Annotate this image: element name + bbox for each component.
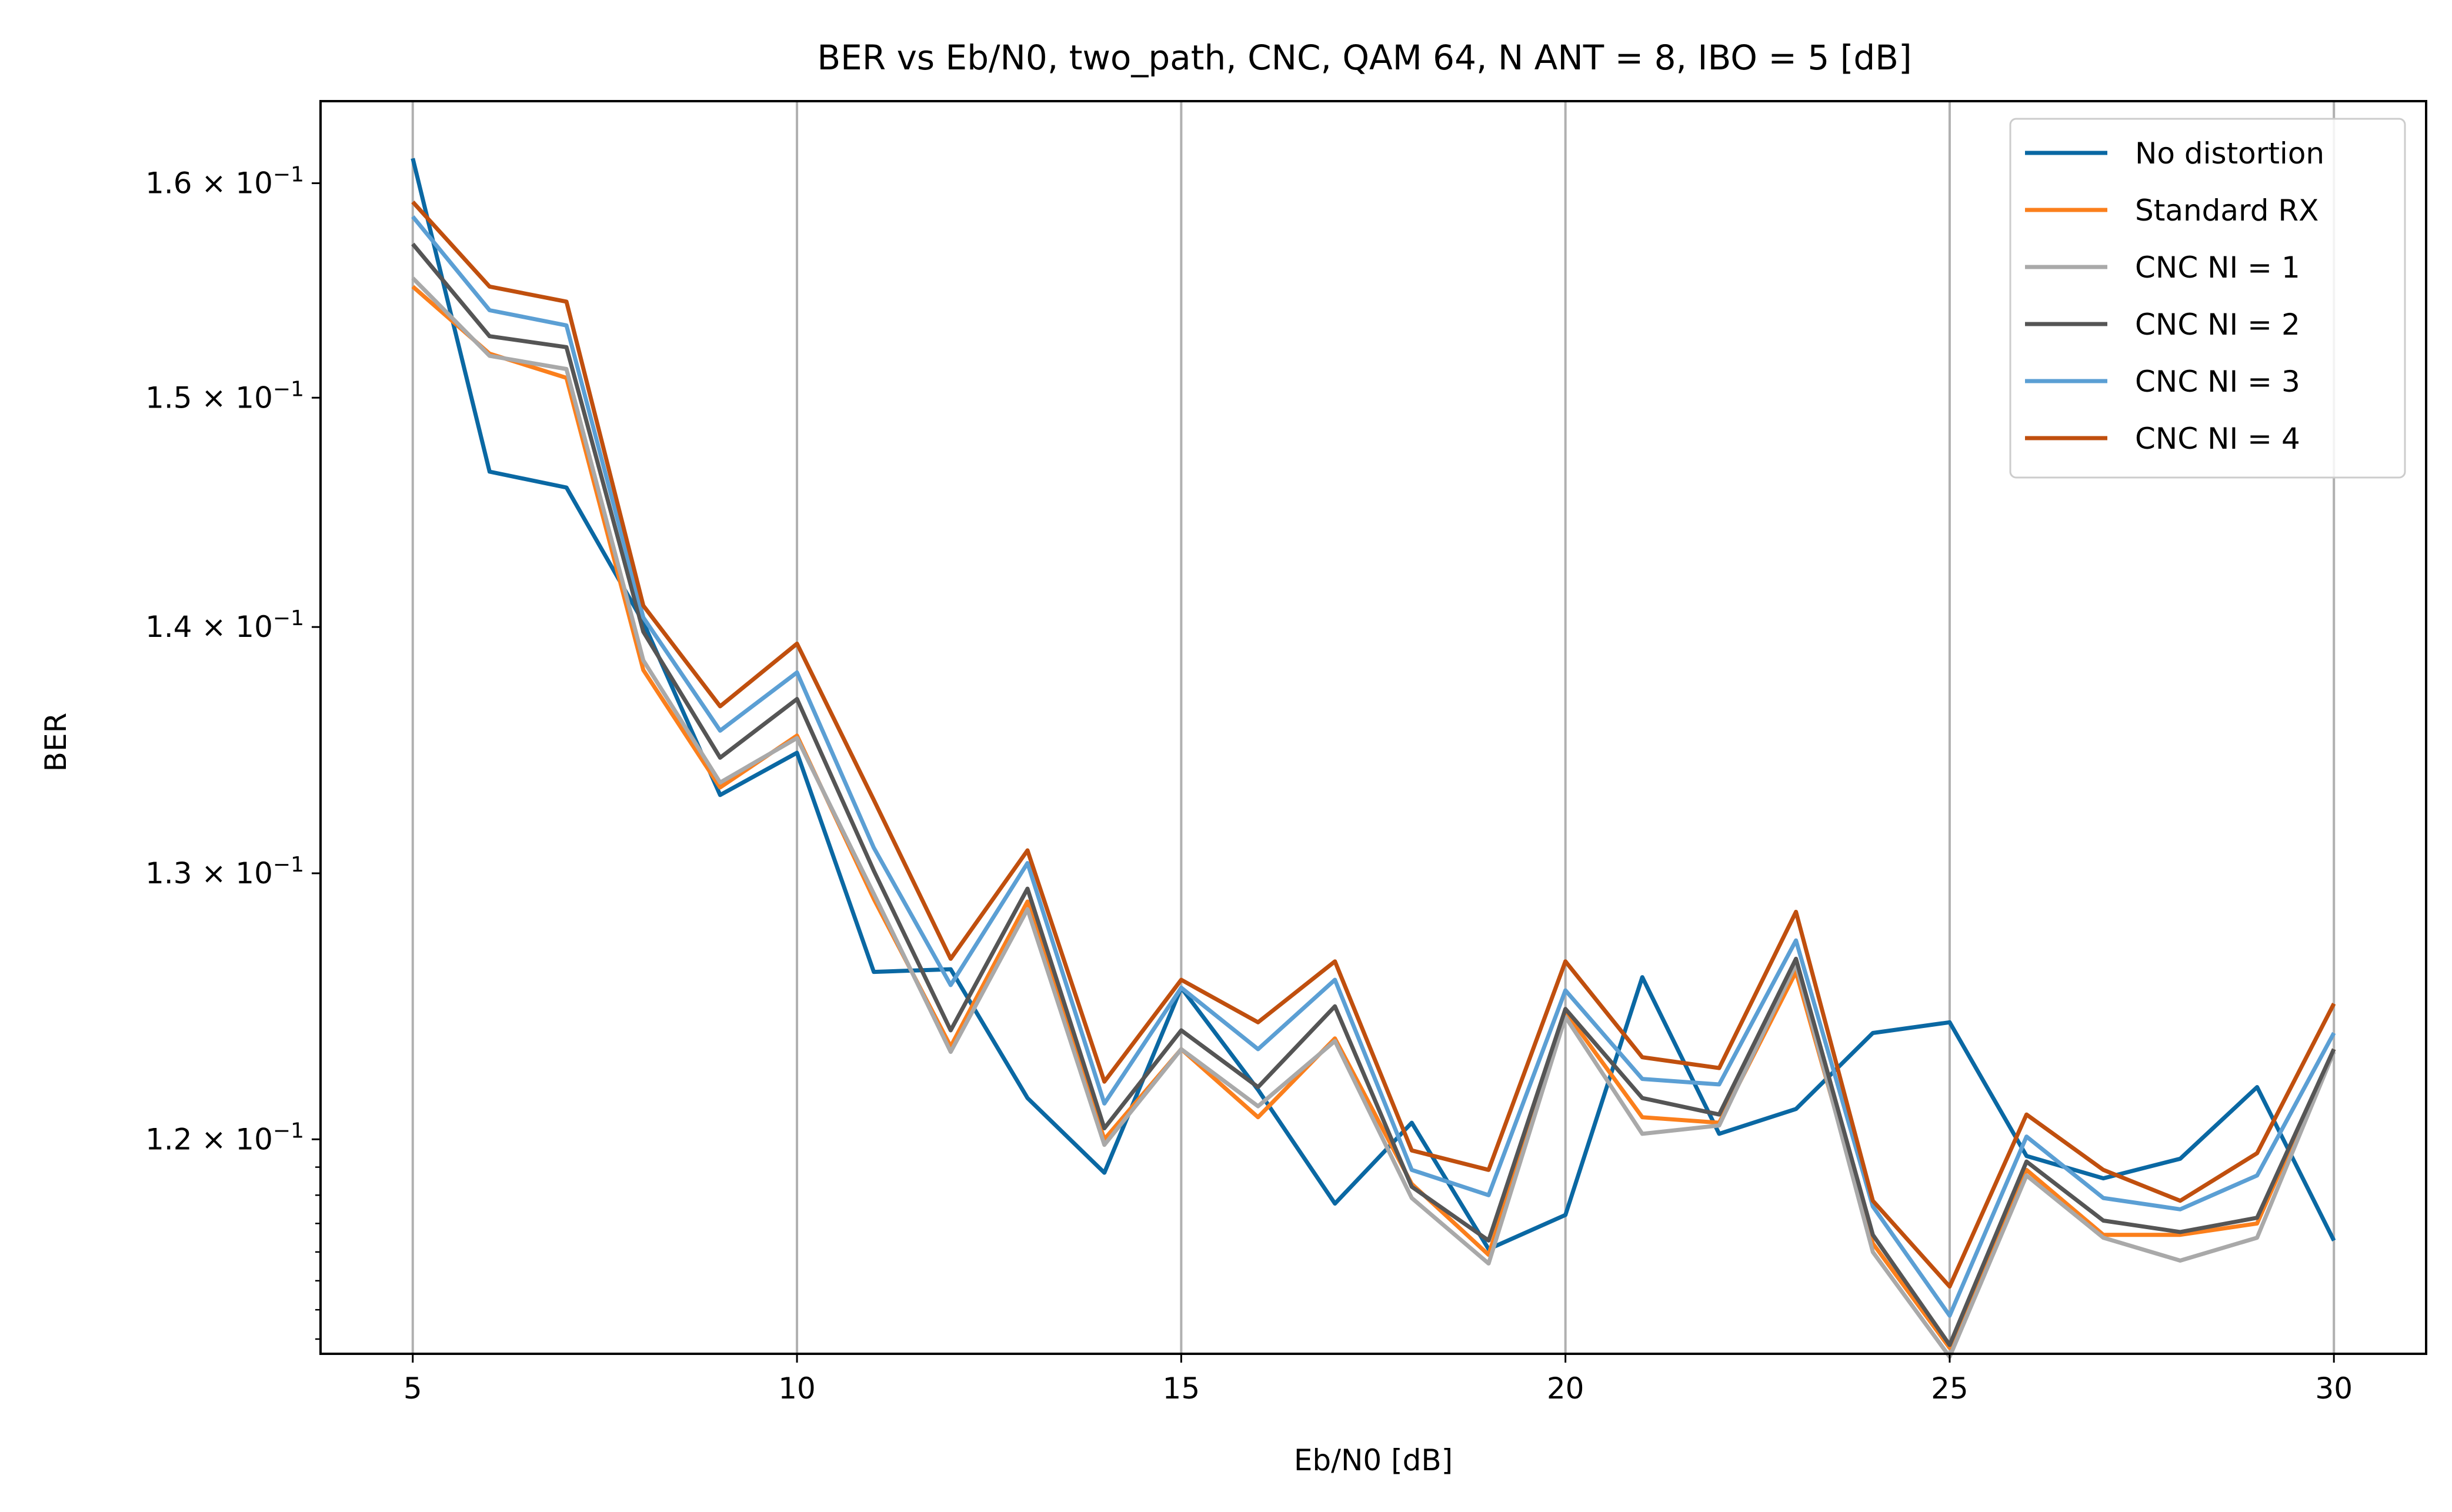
x-tick-label: 15 xyxy=(1163,1371,1200,1406)
x-tick-label: 30 xyxy=(2315,1371,2353,1406)
legend-label: CNC NI = 3 xyxy=(2135,365,2300,399)
y-axis-label: BER xyxy=(39,713,73,772)
legend-entries: No distortion Standard RX CNC NI = 1 CNC NI… xyxy=(2025,136,2324,456)
y-tick-label: 1.5 × 10−1 xyxy=(145,377,304,415)
series-line-cnc-ni-4 xyxy=(411,201,2336,1289)
y-tick-label: 1.2 × 10−1 xyxy=(145,1119,304,1156)
series-line-cnc-ni-3 xyxy=(411,215,2336,1318)
series-line-no-distortion xyxy=(411,158,2336,1251)
x-tick-label: 20 xyxy=(1547,1371,1584,1406)
x-tick-label: 10 xyxy=(778,1371,816,1406)
x-tick-label: 25 xyxy=(1931,1371,1969,1406)
plot-area-frame xyxy=(319,100,2427,1355)
series-line-cnc-ni-2 xyxy=(411,242,2336,1347)
grid-lines xyxy=(411,101,2336,1354)
series-line-cnc-ni-1 xyxy=(411,276,2336,1359)
legend-box xyxy=(2009,118,2406,479)
x-tick-label: 5 xyxy=(403,1371,422,1406)
series-lines xyxy=(411,158,2336,1359)
legend-label: CNC NI = 4 xyxy=(2135,422,2300,456)
legend-label: No distortion xyxy=(2135,136,2324,171)
y-tick-label: 1.6 × 10−1 xyxy=(145,163,304,201)
series-line-standard-rx xyxy=(411,285,2336,1350)
legend-label: CNC NI = 1 xyxy=(2135,251,2300,285)
chart-title: BER vs Eb/N0, two_path, CNC, QAM 64, N A… xyxy=(817,38,1911,78)
axis-ticks: 5 10 15 20 25 30 1.2 × 10−1 1.3 × 10−1 1.4 × 10−… xyxy=(145,163,2353,1406)
legend: No distortion Standard RX CNC NI = 1 CNC NI… xyxy=(2009,118,2406,479)
y-tick-label: 1.4 × 10−1 xyxy=(145,606,304,644)
x-axis-label: Eb/N0 [dB] xyxy=(1294,1443,1453,1477)
legend-label: Standard RX xyxy=(2135,193,2318,228)
legend-label: CNC NI = 2 xyxy=(2135,308,2300,342)
y-tick-label: 1.3 × 10−1 xyxy=(145,853,304,890)
